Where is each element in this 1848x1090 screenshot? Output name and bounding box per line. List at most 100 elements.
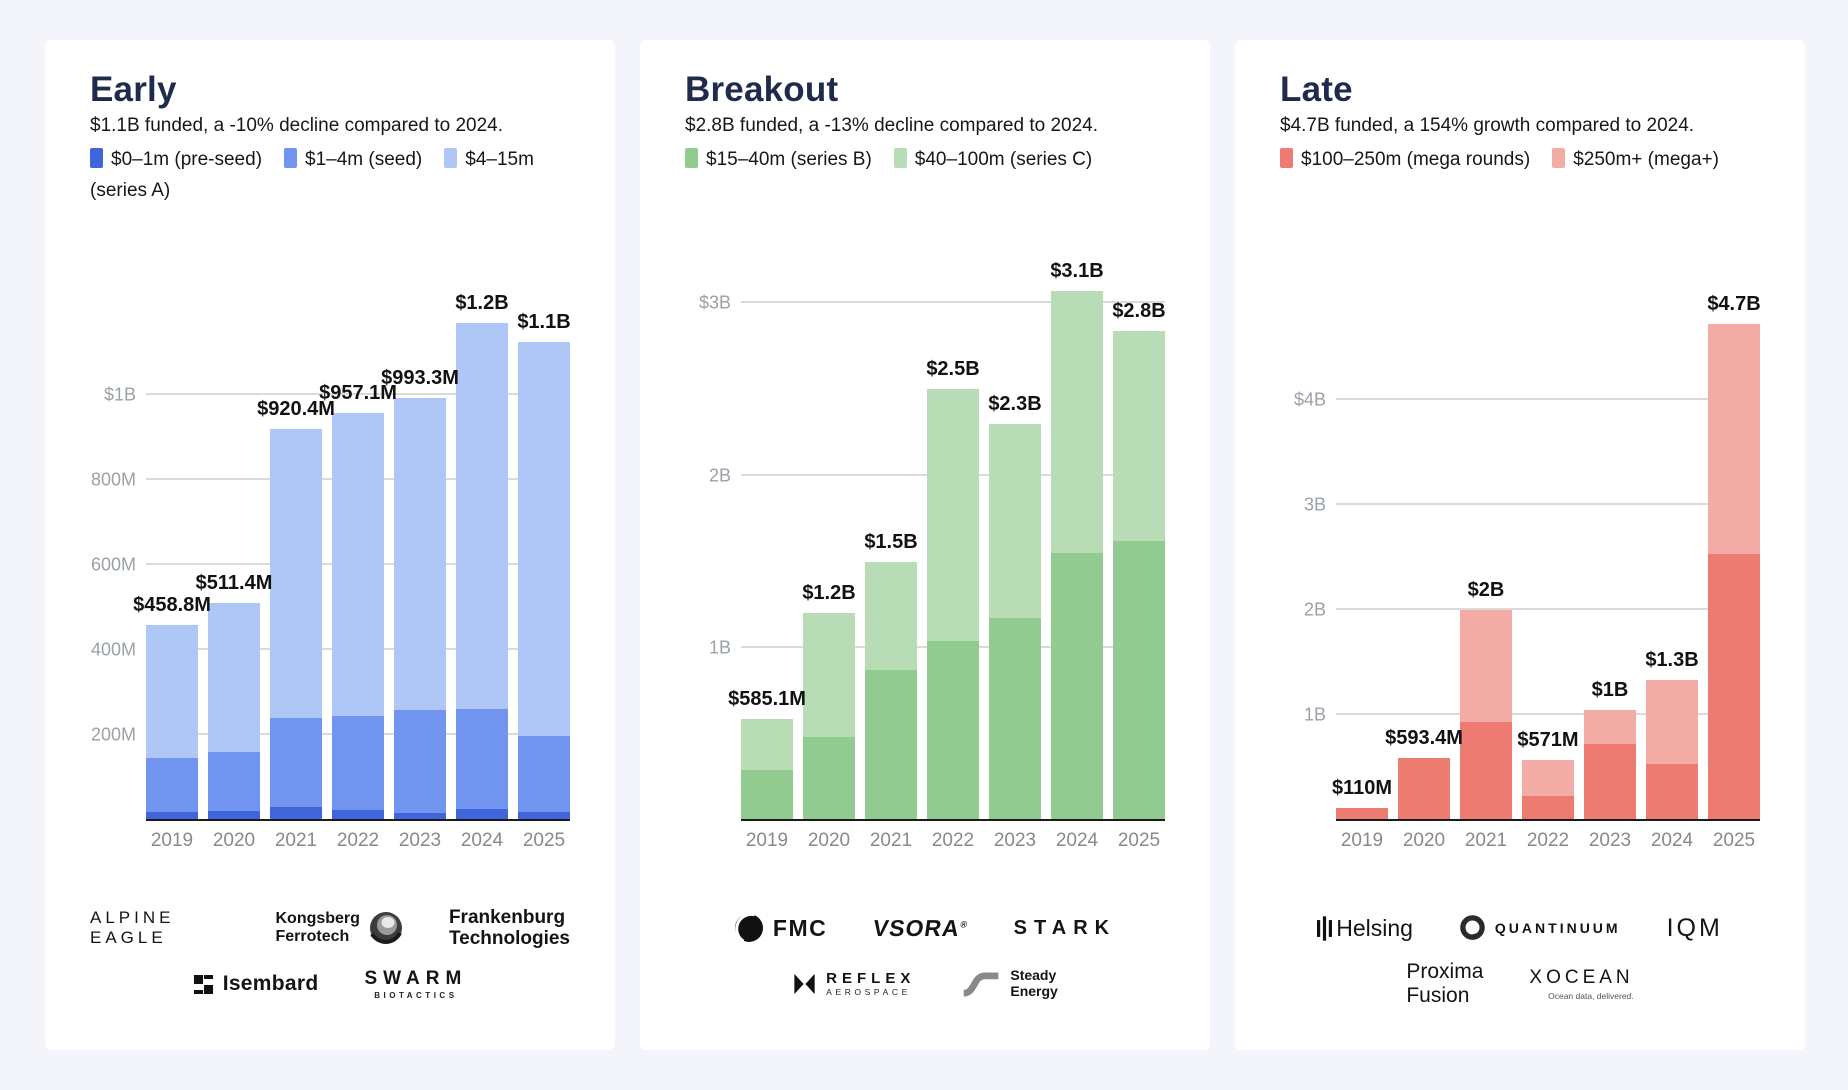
helsing-bars-icon <box>1317 915 1333 941</box>
bar-2024: $3.1B <box>1050 212 1104 820</box>
logo-text: IQM <box>1666 913 1723 942</box>
legend-item: $0–1m (pre-seed) <box>90 148 263 170</box>
bar-segment <box>394 709 446 814</box>
bar-value-label: $458.8M <box>133 593 211 616</box>
logo-xocean: XOCEAN Ocean data, delivered. <box>1529 967 1633 1001</box>
bar-segment <box>146 624 198 758</box>
bar-value-label: $2B <box>1467 578 1505 601</box>
bar-segment <box>1051 291 1103 554</box>
y-axis-tick-label: 1B <box>1303 704 1326 725</box>
legend-color-chip <box>1280 148 1293 168</box>
logo-text: Proxima Fusion <box>1406 960 1483 1007</box>
panel-subtitle: $4.7B funded, a 154% growth compared to … <box>1280 115 1695 136</box>
bar-segment <box>1708 324 1760 555</box>
panel-title: Early <box>90 70 177 109</box>
bar-segment <box>1460 610 1512 723</box>
stacked-bar-chart: 1B 2B 3B $4B $110M $593.4M $2B $571M $1B $1.3B $4… <box>1280 212 1761 821</box>
logo-text-line: Technologies <box>448 928 570 949</box>
y-axis-tick-label: 3B <box>1303 494 1326 515</box>
panel-late: Late $4.7B funded, a 154% growth compare… <box>1235 40 1805 1050</box>
bar-stack <box>270 428 322 820</box>
bar-segment <box>927 640 979 820</box>
bar-segment <box>865 561 917 671</box>
bar-value-label: $593.4M <box>1385 726 1463 749</box>
x-axis-tick-label: 2022 <box>931 830 975 851</box>
stacked-bar-chart: 200M 400M 600M 800M $1B $458.8M $511.4M $920.4… <box>90 212 571 821</box>
legend-color-chip <box>444 148 458 168</box>
y-axis-tick-label: 1B <box>708 637 731 658</box>
bar-segment <box>394 397 446 710</box>
bar-value-label: $585.1M <box>728 688 806 711</box>
bar-2025: $4.7B <box>1707 212 1761 820</box>
x-axis-line <box>741 819 1165 821</box>
legend-item: $15–40m (series B) <box>685 148 872 170</box>
logo-row-1: Helsing QUANTINUUM IQM <box>1280 902 1760 954</box>
bar-segment <box>146 811 198 820</box>
gridline <box>741 301 1165 304</box>
bar-stack <box>1460 610 1512 820</box>
logo-text: Isembard <box>222 972 319 995</box>
logo-row-1: FMC VSORA® STARK <box>685 902 1165 954</box>
y-axis-tick-label: $3B <box>698 292 731 313</box>
bar-stack <box>1522 760 1574 820</box>
legend-color-chip <box>284 148 298 168</box>
logo-text: STARK <box>1013 916 1117 939</box>
bar-value-label: $1B <box>1591 678 1629 701</box>
gridline <box>146 392 570 395</box>
logo-text: SWARM <box>364 968 468 989</box>
bar-segment <box>208 751 260 812</box>
legend-item: $250m+ (mega+) <box>1552 148 1719 170</box>
bar-2020: $593.4M <box>1385 212 1463 820</box>
bar-segment <box>1522 760 1574 796</box>
bar-stack <box>394 397 446 820</box>
bar-value-label: $1.2B <box>802 582 856 605</box>
bar-2020: $511.4M <box>196 212 272 820</box>
bar-2021: $2B <box>1460 212 1512 820</box>
bar-2019: $585.1M <box>728 212 806 820</box>
bar-2024: $1.2B <box>455 212 509 820</box>
bar-segment <box>1398 757 1450 820</box>
bar-2021: $920.4M <box>257 212 335 820</box>
reflex-x-icon <box>792 972 817 996</box>
bar-stack <box>518 341 570 820</box>
bar-segment <box>1708 554 1760 820</box>
x-axis-line <box>1336 819 1760 821</box>
logo-text: QUANTINUUM <box>1494 920 1621 936</box>
bar-segment <box>803 737 855 820</box>
sphere-icon <box>369 911 403 945</box>
bar-segment <box>270 717 322 807</box>
logo-tagline: Ocean data, delivered. <box>1548 991 1634 1001</box>
bar-segment <box>1113 540 1165 820</box>
bar-value-label: $2.5B <box>926 358 980 381</box>
bar-value-label: $511.4M <box>195 571 273 594</box>
legend-item: $1–4m (seed) <box>284 148 422 170</box>
x-axis-tick-label: 2020 <box>1402 830 1446 851</box>
bar-segment <box>1051 553 1103 820</box>
x-axis-tick-label: 2023 <box>993 830 1037 851</box>
bar-2024: $1.3B <box>1645 212 1699 820</box>
bar-stack <box>1646 680 1698 820</box>
logo-text-line: Ferrotech <box>275 928 350 945</box>
logo-row-2: Isembard SWARM BIOTACTICS <box>90 960 570 1008</box>
bar-segment <box>208 811 260 820</box>
funding-dashboard: Early $1.1B funded, a -10% decline compa… <box>45 40 1805 1050</box>
x-axis-tick-label: 2024 <box>1055 830 1099 851</box>
legend-item: $100–250m (mega rounds) <box>1280 148 1530 170</box>
bar-2022: $957.1M <box>319 212 397 820</box>
x-axis-tick-label: 2019 <box>150 830 194 851</box>
x-axis-tick-label: 2020 <box>212 830 256 851</box>
x-axis-line <box>146 819 570 821</box>
logo-swarm-biotactics: SWARM BIOTACTICS <box>364 968 467 1000</box>
bar-2025: $2.8B <box>1112 212 1166 820</box>
bars-layer: $458.8M $511.4M $920.4M $957.1M $993.3M $1.2B… <box>133 212 571 820</box>
legend-label: $0–1m (pre-seed) <box>111 149 263 170</box>
legend-color-chip <box>1552 148 1566 168</box>
bar-value-label: $920.4M <box>257 397 335 420</box>
bar-segment <box>456 322 508 710</box>
bar-2020: $1.2B <box>802 212 856 820</box>
panel-subtitle: $2.8B funded, a -13% decline compared to… <box>685 115 1099 136</box>
bar-segment <box>989 618 1041 820</box>
logo-text: Kongsberg Ferrotech <box>275 910 359 946</box>
x-axis-tick-label: 2023 <box>398 830 442 851</box>
bar-stack <box>456 322 508 820</box>
